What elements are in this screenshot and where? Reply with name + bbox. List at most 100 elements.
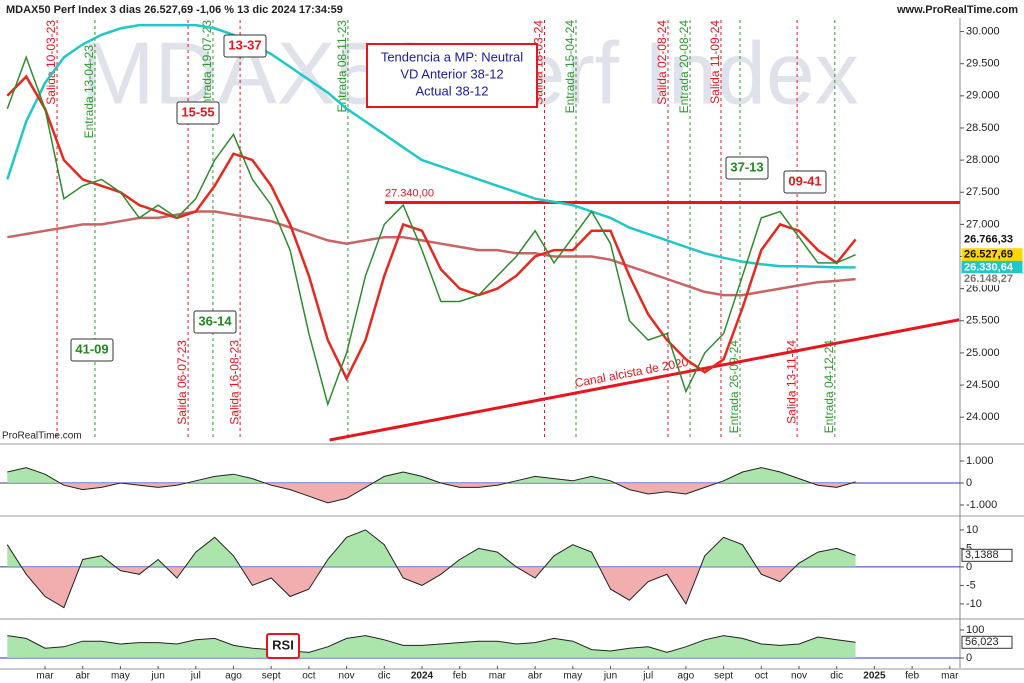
x-tick-label: may bbox=[111, 671, 130, 682]
y-tick-label: 27.000 bbox=[966, 218, 1000, 230]
y-tick-label: -5 bbox=[966, 579, 976, 591]
info-box bbox=[366, 43, 538, 108]
count-box-label: 15-55 bbox=[181, 104, 214, 119]
credit: ProRealTime.com bbox=[2, 431, 82, 442]
x-tick-label: abr bbox=[528, 671, 543, 682]
indicator-label: RSI bbox=[272, 637, 294, 652]
count-box bbox=[725, 156, 769, 180]
count-box-label: 37-13 bbox=[730, 159, 763, 174]
x-tick-label: dic bbox=[830, 671, 843, 682]
y-tick-label: 28.500 bbox=[966, 122, 1000, 134]
signal-label: Salida 02-08-24 bbox=[655, 20, 669, 105]
signal-label: Entrada 08-11-23 bbox=[335, 20, 349, 113]
x-tick-label: ago bbox=[678, 671, 695, 682]
y-tick-label: 0 bbox=[966, 477, 972, 489]
signal-label: Salida 10-03-23 bbox=[44, 20, 58, 105]
area-fill bbox=[7, 467, 856, 483]
value-tag-label: 3,1388 bbox=[965, 549, 999, 561]
trend-line bbox=[329, 318, 960, 442]
y-tick-label: 0 bbox=[966, 652, 972, 664]
header-site: www.ProRealTime.com bbox=[896, 4, 1018, 16]
price-tag-label: 26.527,69 bbox=[964, 249, 1013, 261]
y-tick-label: -1.000 bbox=[966, 499, 997, 511]
value-tag bbox=[961, 548, 1013, 562]
x-tick-label: ago bbox=[225, 671, 242, 682]
x-tick-label: feb bbox=[905, 671, 919, 682]
x-tick-label: nov bbox=[791, 671, 807, 682]
x-tick-label: mar bbox=[36, 671, 54, 682]
signal-label: Entrada 13-04-23 bbox=[82, 45, 96, 139]
oscillator-line bbox=[7, 467, 856, 504]
series-line bbox=[6, 23, 856, 269]
x-tick-label: jul bbox=[190, 671, 201, 682]
y-tick-label: 27.500 bbox=[966, 186, 1000, 198]
y-tick-label: 24.500 bbox=[966, 379, 1000, 391]
x-tick-label: oct bbox=[755, 671, 769, 682]
signal-label: Entrada 26-09-24 bbox=[727, 340, 741, 434]
signal-label: Salida 13-11-24 bbox=[784, 340, 798, 424]
x-tick-label: nov bbox=[339, 671, 355, 682]
y-tick-label: 29.000 bbox=[966, 90, 1000, 102]
info-box-line: Actual 38-12 bbox=[416, 83, 489, 98]
signal-label: Entrada 20-08-24 bbox=[677, 20, 691, 114]
price-tag bbox=[961, 248, 1023, 262]
signal-label: Entrada 04-12-24 bbox=[822, 340, 836, 434]
count-box-label: 36-14 bbox=[198, 313, 232, 328]
area-fill bbox=[7, 529, 856, 567]
count-box-label: 41-09 bbox=[75, 341, 108, 356]
price-tag bbox=[962, 233, 1022, 246]
y-tick-label: 24.000 bbox=[966, 411, 1000, 423]
area-fill bbox=[21, 566, 796, 608]
x-tick-label: jun bbox=[603, 671, 617, 682]
x-tick-label: 2025 bbox=[863, 671, 886, 682]
x-tick-label: jul bbox=[642, 671, 653, 682]
value-tag-label: 56,023 bbox=[965, 636, 999, 648]
series-line bbox=[6, 74, 857, 382]
y-tick-label: 30.000 bbox=[966, 25, 1000, 37]
signal-label: Salida 11-09-24 bbox=[708, 20, 722, 104]
y-tick-label: 26.000 bbox=[966, 283, 1000, 295]
x-tick-label: 2024 bbox=[411, 671, 434, 682]
indicator-box bbox=[266, 633, 300, 659]
x-tick-label: sept bbox=[714, 671, 733, 682]
y-tick-label: -10 bbox=[966, 598, 982, 610]
signal-label: Salida 06-07-23 bbox=[175, 340, 189, 425]
value-tag bbox=[961, 635, 1013, 649]
oscillator-line bbox=[7, 635, 856, 653]
signal-label: Entrada 19-07-23 bbox=[200, 20, 214, 114]
price-tag-label: 26.330,64 bbox=[964, 261, 1014, 273]
info-box-line: VD Anterior 38-12 bbox=[400, 66, 503, 81]
signal-label: Entrada 15-04-24 bbox=[563, 20, 577, 114]
info-box-line: Tendencia a MP: Neutral bbox=[381, 49, 523, 64]
y-tick-label: 10 bbox=[966, 524, 978, 536]
count-box bbox=[176, 101, 220, 125]
signal-label: Salida 16-08-23 bbox=[227, 340, 241, 425]
y-tick-label: 28.000 bbox=[966, 154, 1000, 166]
x-tick-label: oct bbox=[302, 671, 316, 682]
count-box bbox=[70, 338, 114, 362]
series-line bbox=[6, 55, 856, 407]
y-tick-label: 5 bbox=[966, 542, 972, 554]
x-tick-label: dic bbox=[378, 671, 391, 682]
x-tick-label: feb bbox=[453, 671, 467, 682]
y-tick-label: 29.500 bbox=[966, 58, 1000, 70]
x-tick-label: mar bbox=[941, 671, 959, 682]
count-box-label: 13-37 bbox=[228, 37, 261, 52]
price-tag-label: 26.766,33 bbox=[964, 233, 1013, 245]
area-fill bbox=[60, 482, 852, 503]
count-box bbox=[223, 34, 267, 58]
count-box bbox=[193, 310, 237, 334]
y-tick-label: 0 bbox=[966, 561, 972, 573]
x-tick-label: may bbox=[563, 671, 582, 682]
oscillator-line bbox=[6, 529, 856, 609]
x-tick-label: jun bbox=[150, 671, 164, 682]
count-box-label: 09-41 bbox=[788, 173, 821, 188]
y-tick-label: 25.000 bbox=[966, 347, 1000, 359]
series-line bbox=[7, 210, 856, 297]
y-tick-label: 1.000 bbox=[966, 455, 994, 467]
price-tag-label: 26.148,27 bbox=[964, 273, 1013, 285]
resistance-label: 27.340,00 bbox=[385, 187, 434, 199]
count-box bbox=[783, 170, 827, 194]
x-tick-label: mar bbox=[489, 671, 507, 682]
